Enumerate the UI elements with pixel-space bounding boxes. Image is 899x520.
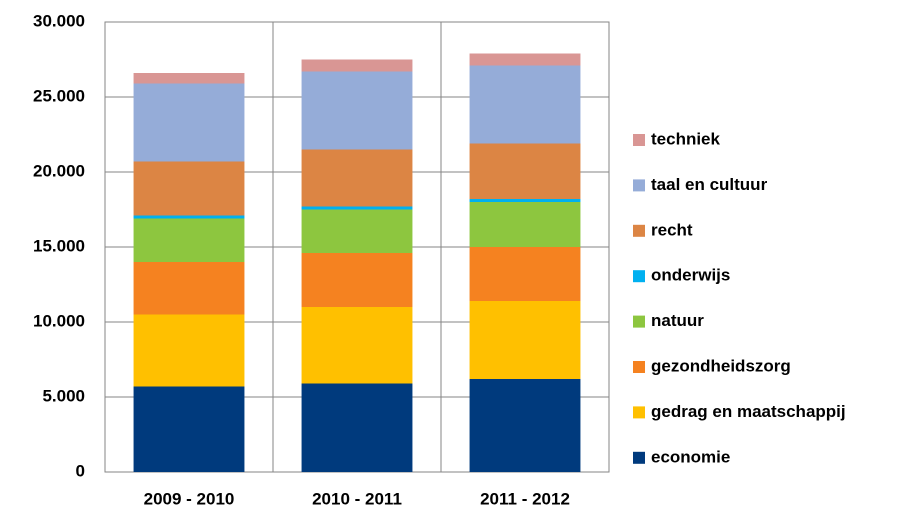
bar-segment [469,247,581,301]
bar-segment [301,59,413,72]
bar-segment [301,149,413,207]
bar-segment [469,202,581,247]
bar-segment [133,386,245,472]
legend-label: gezondheidszorg [651,356,791,375]
bar-segment [469,199,581,202]
legend-swatch [633,406,645,419]
legend-label: onderwijs [651,266,730,285]
bar-segment [133,215,245,219]
bar-segment [301,253,413,307]
y-tick-label: 0 [76,461,85,480]
bar-segment [133,218,245,262]
y-tick-label: 15.000 [33,236,85,255]
y-tick-label: 25.000 [33,86,85,105]
legend-swatch [633,270,645,283]
x-tick-label: 2010 - 2011 [312,489,402,508]
bar-segment [469,301,581,379]
legend-swatch [633,315,645,328]
legend-swatch [633,451,645,464]
y-tick-label: 20.000 [33,161,85,180]
x-tick-label: 2009 - 2010 [144,489,235,508]
bar-segment [133,83,245,162]
legend-label: natuur [651,311,704,330]
y-tick-label: 10.000 [33,311,85,330]
legend-label: recht [651,220,693,239]
bar-segment [469,143,581,199]
legend-swatch [633,134,645,146]
legend-label: taal en cultuur [651,175,768,194]
y-tick-label: 30.000 [33,11,85,30]
bar-segment [469,379,581,472]
bar-segment [301,383,413,472]
bar-segment [301,307,413,384]
x-tick-label: 2011 - 2012 [480,489,570,508]
bar-segment [133,161,245,216]
bar-segment [469,53,581,66]
legend-label: economie [651,447,730,466]
bar-segment [469,65,581,144]
legend-label: techniek [651,129,721,148]
bar-segment [301,209,413,253]
legend-swatch [633,224,645,237]
bar-segment [301,71,413,150]
bar-segment [133,262,245,315]
bar-segment [133,73,245,84]
bar-segment [301,206,413,210]
legend-label: gedrag en maatschappij [651,402,846,421]
y-tick-label: 5.000 [42,386,85,405]
legend-swatch [633,179,645,192]
bar-segment [133,314,245,387]
legend-swatch [633,361,645,373]
